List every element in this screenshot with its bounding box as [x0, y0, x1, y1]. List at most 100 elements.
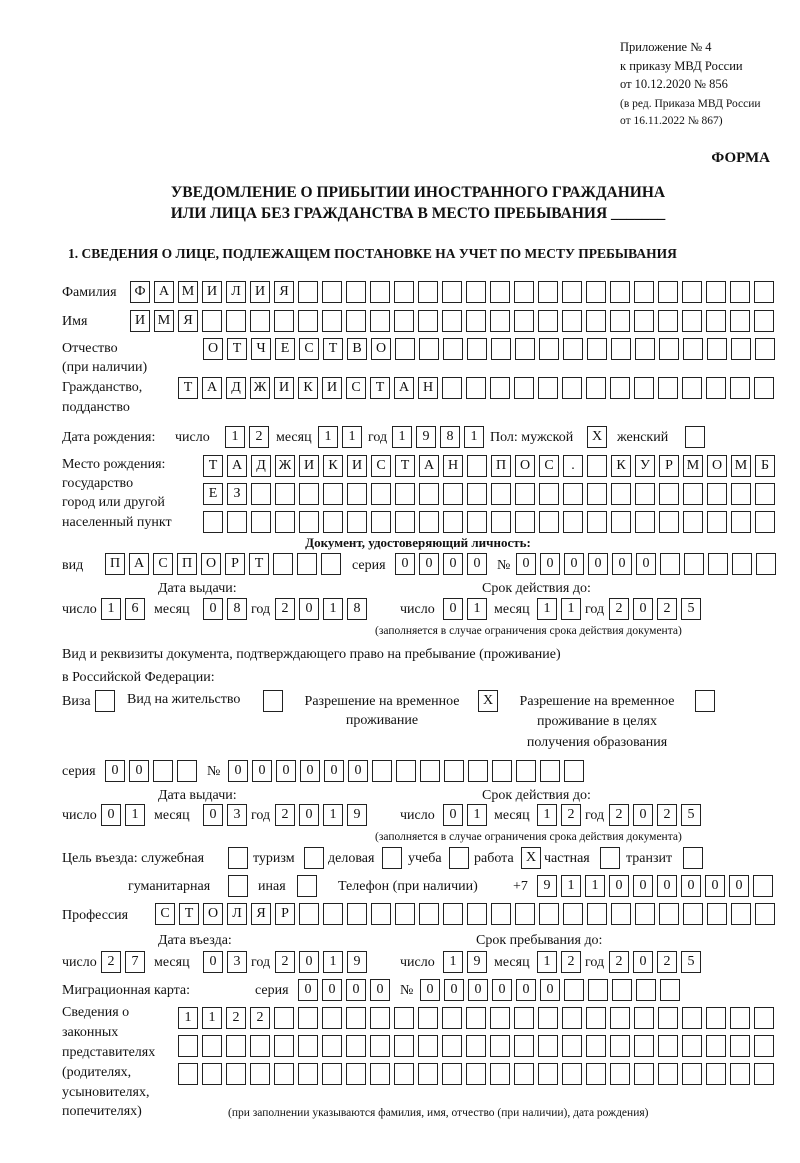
character-cell[interactable] [298, 281, 318, 303]
character-cell[interactable] [682, 1007, 702, 1029]
character-cell[interactable] [491, 338, 511, 360]
character-cell[interactable] [731, 338, 751, 360]
character-cell[interactable] [706, 377, 726, 399]
character-cell[interactable] [635, 903, 655, 925]
character-cell[interactable] [443, 483, 463, 505]
character-cell[interactable]: X [478, 690, 498, 712]
character-cell[interactable] [754, 377, 774, 399]
character-cell[interactable] [540, 760, 560, 782]
character-cell[interactable] [635, 483, 655, 505]
character-cell[interactable] [754, 310, 774, 332]
character-cell[interactable]: К [323, 455, 343, 477]
character-cell[interactable] [514, 377, 534, 399]
character-cell[interactable] [611, 483, 631, 505]
character-cell[interactable] [562, 281, 582, 303]
character-cell[interactable] [562, 310, 582, 332]
character-cell[interactable]: 0 [516, 553, 536, 575]
character-cell[interactable] [707, 338, 727, 360]
character-cell[interactable] [442, 1063, 462, 1085]
character-cell[interactable] [95, 690, 115, 712]
character-cell[interactable] [658, 1063, 678, 1085]
character-cell[interactable]: Н [418, 377, 438, 399]
character-cell[interactable] [635, 338, 655, 360]
character-cell[interactable] [394, 281, 414, 303]
character-cell[interactable] [515, 338, 535, 360]
character-cell[interactable] [730, 377, 750, 399]
character-cell[interactable] [587, 903, 607, 925]
character-cell[interactable]: 1 [537, 951, 557, 973]
character-cell[interactable] [562, 377, 582, 399]
character-cell[interactable] [610, 310, 630, 332]
character-cell[interactable] [466, 1035, 486, 1057]
character-cell[interactable]: 5 [681, 598, 701, 620]
character-cell[interactable]: 2 [657, 804, 677, 826]
character-cell[interactable]: И [202, 281, 222, 303]
character-cell[interactable] [490, 310, 510, 332]
character-cell[interactable] [658, 377, 678, 399]
character-cell[interactable] [611, 903, 631, 925]
character-cell[interactable] [753, 875, 773, 897]
character-cell[interactable]: Р [275, 903, 295, 925]
character-cell[interactable] [418, 1007, 438, 1029]
character-cell[interactable] [419, 903, 439, 925]
character-cell[interactable] [298, 1007, 318, 1029]
character-cell[interactable] [250, 1063, 270, 1085]
character-cell[interactable] [659, 338, 679, 360]
character-cell[interactable]: 6 [125, 598, 145, 620]
character-cell[interactable]: 0 [203, 598, 223, 620]
character-cell[interactable] [467, 338, 487, 360]
character-cell[interactable]: И [130, 310, 150, 332]
character-cell[interactable] [492, 760, 512, 782]
character-cell[interactable]: 0 [252, 760, 272, 782]
character-cell[interactable] [467, 903, 487, 925]
character-cell[interactable] [754, 1035, 774, 1057]
character-cell[interactable] [323, 511, 343, 533]
purpose-other-checkbox[interactable] [297, 875, 321, 897]
character-cell[interactable] [706, 281, 726, 303]
character-cell[interactable] [539, 903, 559, 925]
character-cell[interactable]: А [154, 281, 174, 303]
character-cell[interactable] [755, 903, 775, 925]
character-cell[interactable] [394, 1035, 414, 1057]
character-cell[interactable]: 0 [681, 875, 701, 897]
purpose-study-checkbox[interactable] [449, 847, 473, 869]
character-cell[interactable]: 0 [492, 979, 512, 1001]
character-cell[interactable] [586, 377, 606, 399]
character-cell[interactable] [418, 310, 438, 332]
character-cell[interactable] [514, 1035, 534, 1057]
character-cell[interactable] [491, 511, 511, 533]
character-cell[interactable]: 0 [300, 760, 320, 782]
character-cell[interactable]: З [227, 483, 247, 505]
character-cell[interactable] [634, 310, 654, 332]
character-cell[interactable] [682, 1035, 702, 1057]
character-cell[interactable] [467, 511, 487, 533]
character-cell[interactable]: 2 [561, 804, 581, 826]
character-cell[interactable]: У [635, 455, 655, 477]
character-cell[interactable]: 2 [609, 804, 629, 826]
character-cell[interactable]: 0 [129, 760, 149, 782]
character-cell[interactable]: И [299, 455, 319, 477]
character-cell[interactable] [588, 979, 608, 1001]
character-cell[interactable] [449, 847, 469, 869]
character-cell[interactable]: 0 [468, 979, 488, 1001]
character-cell[interactable]: 0 [299, 951, 319, 973]
character-cell[interactable]: 0 [540, 553, 560, 575]
character-cell[interactable] [250, 1035, 270, 1057]
character-cell[interactable]: . [563, 455, 583, 477]
character-cell[interactable]: 2 [101, 951, 121, 973]
character-cell[interactable] [683, 338, 703, 360]
character-cell[interactable] [634, 1063, 654, 1085]
character-cell[interactable]: А [227, 455, 247, 477]
character-cell[interactable]: П [177, 553, 197, 575]
character-cell[interactable]: Я [274, 281, 294, 303]
character-cell[interactable] [419, 511, 439, 533]
